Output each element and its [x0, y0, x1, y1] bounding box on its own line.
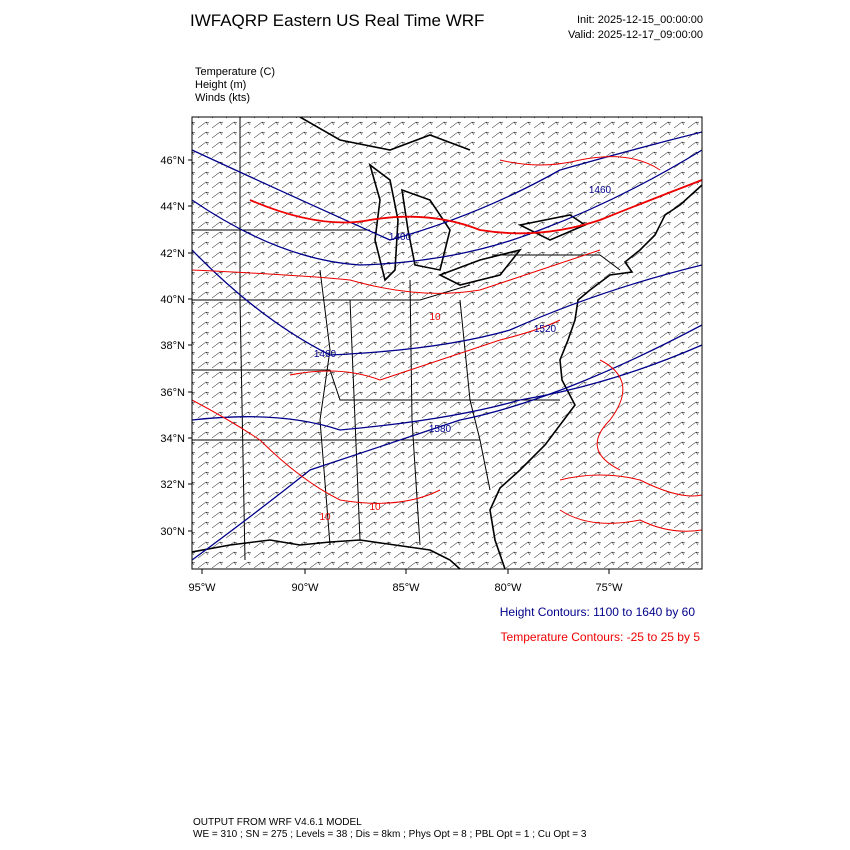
contour-label: 1520: [534, 324, 557, 335]
temperature-legend: Temperature Contours: -25 to 25 by 5: [501, 630, 701, 644]
field-label: Winds (kts): [195, 92, 250, 104]
contour-label: 1400: [389, 232, 412, 243]
lat-label: 30°N: [160, 526, 185, 538]
contour-label: 10: [319, 512, 331, 523]
lon-label: 75°W: [595, 582, 623, 594]
contour-label: 1460: [314, 349, 337, 360]
state-borders: [192, 117, 621, 561]
height-contours: [192, 131, 702, 561]
lat-label: 40°N: [160, 294, 185, 306]
lat-label: 46°N: [160, 155, 185, 167]
field-label: Height (m): [195, 79, 246, 91]
contour-label: 10: [429, 312, 441, 323]
height-legend: Height Contours: 1100 to 1640 by 60: [500, 605, 696, 619]
field-label: Temperature (C): [195, 66, 275, 78]
lat-label: 42°N: [160, 248, 185, 260]
lon-label: 85°W: [392, 582, 420, 594]
coastline: [192, 117, 702, 569]
wind-barbs: [192, 117, 702, 569]
footer-line: WE = 310 ; SN = 275 ; Levels = 38 ; Dis …: [193, 829, 587, 840]
lat-label: 44°N: [160, 201, 185, 213]
map-frame: [191, 116, 703, 570]
valid-time: Valid: 2025-12-17_09:00:00: [568, 29, 703, 41]
footer-line: OUTPUT FROM WRF V4.6.1 MODEL: [193, 817, 362, 828]
map-field: [192, 117, 702, 569]
temperature-contours: [192, 156, 702, 532]
lon-label: 80°W: [494, 582, 522, 594]
lat-label: 32°N: [160, 479, 185, 491]
contour-label: 1460: [589, 185, 612, 196]
contour-label: 10: [369, 502, 381, 513]
lat-label: 36°N: [160, 387, 185, 399]
lon-label: 95°W: [188, 582, 216, 594]
contour-label: 1580: [429, 424, 452, 435]
lon-label: 90°W: [291, 582, 319, 594]
title: IWFAQRP Eastern US Real Time WRF: [190, 11, 484, 30]
lat-label: 38°N: [160, 340, 185, 352]
init-time: Init: 2025-12-15_00:00:00: [577, 14, 703, 26]
lat-label: 34°N: [160, 433, 185, 445]
